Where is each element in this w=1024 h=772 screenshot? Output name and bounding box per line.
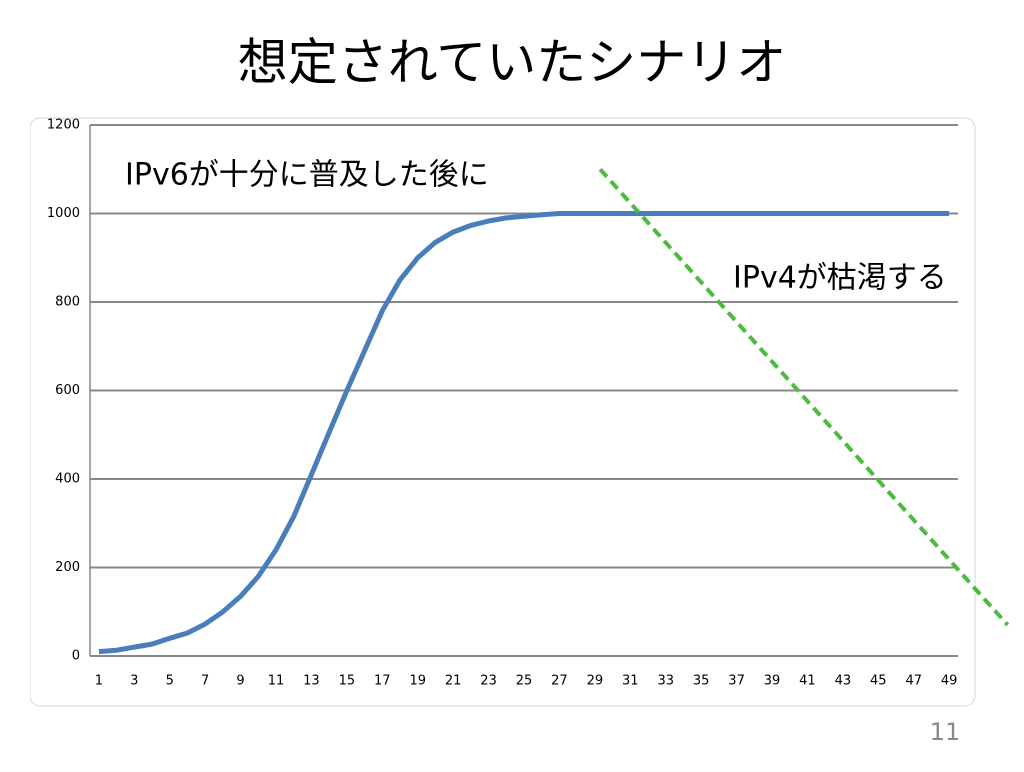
x-tick-label: 3 xyxy=(130,674,138,689)
x-tick-label: 5 xyxy=(166,674,174,689)
x-tick-label: 23 xyxy=(480,674,497,689)
y-tick-label: 800 xyxy=(55,295,80,310)
page-number: 11 xyxy=(930,718,961,746)
x-tick-label: 27 xyxy=(551,674,568,689)
x-tick-label: 41 xyxy=(799,674,816,689)
x-tick-label: 29 xyxy=(587,674,604,689)
x-tick-label: 39 xyxy=(764,674,781,689)
x-tick-label: 7 xyxy=(201,674,209,689)
x-tick-label: 13 xyxy=(303,674,320,689)
y-tick-label: 1000 xyxy=(47,206,80,221)
y-tick-label: 0 xyxy=(72,649,80,664)
chart-frame xyxy=(29,117,976,707)
y-tick-label: 600 xyxy=(55,383,80,398)
x-tick-label: 47 xyxy=(905,674,922,689)
data-line xyxy=(98,211,950,655)
annotation: IPv6が十分に普及した後に xyxy=(125,158,489,193)
x-tick-label: 21 xyxy=(445,674,462,689)
x-tick-label: 43 xyxy=(835,674,852,689)
x-tick-label: 17 xyxy=(374,674,391,689)
x-tick-label: 15 xyxy=(339,674,356,689)
x-tick-label: 35 xyxy=(693,674,710,689)
x-tick-label: 19 xyxy=(409,674,426,689)
slide-title: 想定されていたシナリオ xyxy=(238,34,787,92)
x-tick-label: 33 xyxy=(657,674,674,689)
x-tick-label: 9 xyxy=(236,674,244,689)
x-tick-label: 31 xyxy=(622,674,639,689)
y-tick-label: 400 xyxy=(55,472,80,487)
x-tick-label: 49 xyxy=(941,674,958,689)
dashed-line xyxy=(598,167,1010,627)
y-tick-label: 200 xyxy=(55,560,80,575)
x-tick-label: 45 xyxy=(870,674,887,689)
y-tick-label: 1200 xyxy=(47,118,80,133)
annotation: IPv4が枯渇する xyxy=(733,261,947,296)
x-tick-label: 37 xyxy=(728,674,745,689)
x-tick-label: 25 xyxy=(516,674,533,689)
x-tick-label: 1 xyxy=(95,674,103,689)
frame-mask xyxy=(0,118,30,718)
x-tick-label: 11 xyxy=(268,674,285,689)
